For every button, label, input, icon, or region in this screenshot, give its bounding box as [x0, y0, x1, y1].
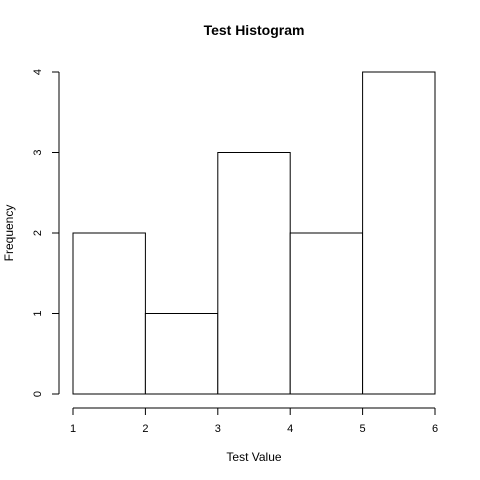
histogram-bar — [72, 232, 146, 395]
x-axis: 1 2 3 4 5 6 — [70, 407, 438, 435]
bars-group — [72, 71, 436, 395]
y-axis-label: Frequency — [2, 205, 16, 262]
x-tick-label: 2 — [142, 423, 148, 435]
x-tick-label: 1 — [70, 423, 76, 435]
histogram-bar — [289, 232, 364, 395]
y-axis: 0 1 2 3 4 — [32, 69, 60, 397]
y-tick-label: 2 — [32, 230, 44, 236]
y-tick-label: 0 — [32, 391, 44, 397]
x-tick-label: 3 — [215, 423, 221, 435]
x-axis-label: Test Value — [226, 450, 281, 464]
histogram-bar — [144, 313, 219, 395]
y-tick-label: 3 — [32, 149, 44, 155]
x-tick-label: 6 — [432, 423, 438, 435]
x-tick-label: 5 — [360, 423, 366, 435]
y-tick-label: 4 — [32, 69, 44, 75]
x-tick-label: 4 — [287, 423, 293, 435]
histogram-bar — [217, 152, 291, 395]
chart-title: Test Histogram — [204, 22, 305, 38]
y-tick-label: 1 — [32, 310, 44, 316]
histogram-bar — [362, 71, 436, 395]
